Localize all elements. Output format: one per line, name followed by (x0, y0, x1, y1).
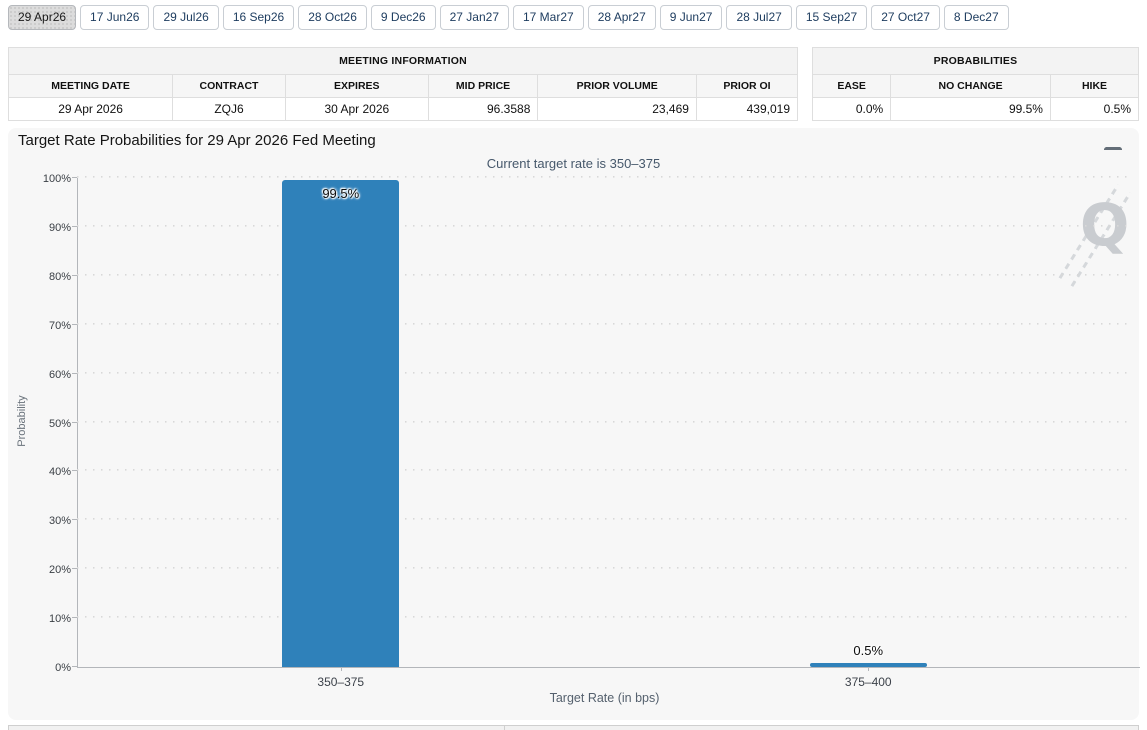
y-axis-tick (72, 568, 77, 570)
meeting-information-table: MEETING INFORMATION MEETING DATE CONTRAC… (7, 47, 799, 121)
y-axis-tick-label: 70% (48, 319, 71, 332)
y-axis-tick-label: 80% (48, 270, 71, 283)
x-axis-tick (340, 667, 342, 671)
meeting-date-tab[interactable]: 29 Jul26 (153, 5, 219, 30)
hamburger-menu-icon[interactable] (1103, 136, 1123, 152)
meeting-date-tab[interactable]: 17 Jun26 (80, 5, 150, 30)
target-rate-chart-panel: Target Rate Probabilities for 29 Apr 202… (8, 128, 1140, 720)
meeting-date-tab[interactable]: 28 Apr27 (587, 5, 656, 30)
x-axis-category-label: 350–375 (317, 675, 365, 689)
prior-volume-value: 23,469 (537, 97, 697, 121)
table-row: 29 Apr 2026 ZQJ6 30 Apr 2026 96.3588 23,… (7, 97, 799, 121)
y-axis-tick-label: 90% (48, 221, 71, 234)
y-axis-tick (72, 177, 77, 178)
meeting-date-tab[interactable]: 27 Jan27 (439, 5, 509, 30)
y-axis-tick-label: 20% (48, 564, 71, 577)
ease-probability-value: 0.0% (811, 97, 892, 121)
mid-price-value: 96.3588 (427, 97, 539, 121)
y-axis-tick-label: 50% (48, 417, 71, 430)
gridline (77, 420, 1132, 423)
column-header-prior-volume: PRIOR VOLUME (537, 74, 697, 98)
column-header-prior-oi: PRIOR OI (695, 74, 799, 98)
bar-value-label: 0.5% (853, 643, 884, 658)
column-header-no-change: NO CHANGE (890, 74, 1051, 98)
hike-probability-value: 0.5% (1049, 97, 1140, 121)
y-axis-tick-label: 10% (48, 613, 71, 626)
bar-value-label: 99.5% (322, 186, 360, 202)
meeting-date-tab[interactable]: 9 Jun27 (659, 5, 723, 30)
chart-title: Target Rate Probabilities for 29 Apr 202… (18, 132, 376, 149)
meeting-date-tab[interactable]: 17 Mar27 (513, 5, 584, 30)
chart-subtitle: Current target rate is 350–375 (486, 156, 661, 171)
plot-area: 0% 10% 20% 30% 40% 50% 60% 70% 80% 90% 100% 99.5% 35… (43, 173, 1140, 689)
probabilities-caption: PROBABILITIES (812, 47, 1139, 75)
meeting-date-tab[interactable]: 29 Apr26 (8, 5, 77, 30)
gridline (77, 176, 1132, 178)
column-header-expires: EXPIRES (284, 74, 429, 98)
contract-value: ZQJ6 (172, 97, 286, 121)
x-axis-category-label: 375–400 (844, 675, 892, 689)
no-change-probability-value: 99.5% (890, 97, 1051, 121)
y-axis-line (77, 178, 78, 668)
y-axis-tick (72, 519, 77, 521)
gridline (77, 616, 1132, 619)
meeting-date-tab[interactable]: 9 Dec26 (370, 5, 436, 30)
x-axis-title: Target Rate (in bps) (549, 691, 660, 705)
y-axis-tick-label: 60% (48, 368, 71, 381)
meeting-date-tab[interactable]: 16 Sep26 (222, 5, 295, 30)
column-header-meeting-date: MEETING DATE (7, 74, 174, 98)
meeting-date-tab[interactable]: 28 Oct26 (298, 5, 367, 30)
gridline (77, 567, 1132, 570)
gridline (77, 469, 1132, 472)
column-header-contract: CONTRACT (172, 74, 286, 98)
column-header-mid-price: MID PRICE (427, 74, 539, 98)
next-table-column-divider (504, 726, 505, 730)
gridline (77, 322, 1132, 325)
probability-bar[interactable] (809, 663, 927, 667)
gridline (77, 224, 1132, 227)
expires-value: 30 Apr 2026 (284, 97, 429, 121)
column-header-ease: EASE (811, 74, 892, 98)
y-axis-tick (72, 225, 77, 227)
x-axis-tick (868, 667, 870, 671)
y-axis-tick-label: 30% (48, 515, 71, 528)
gridline (77, 371, 1132, 374)
meeting-information-caption: MEETING INFORMATION (8, 47, 798, 75)
y-axis-tick (72, 470, 77, 472)
y-axis-tick-label: 0% (55, 662, 71, 674)
meeting-date-tab[interactable]: 8 Dec27 (943, 5, 1009, 30)
meeting-date-tab[interactable]: 15 Sep27 (795, 5, 868, 30)
y-axis-tick (72, 666, 77, 667)
gridline (77, 518, 1132, 521)
y-axis-tick (72, 421, 77, 423)
x-axis-line (77, 667, 1140, 668)
probabilities-table: PROBABILITIES EASE NO CHANGE HIKE 0.0% 9… (811, 47, 1140, 121)
y-axis-tick (72, 323, 77, 325)
y-axis-tick-label: 40% (48, 466, 71, 479)
prior-oi-value: 439,019 (695, 97, 799, 121)
gridline (77, 273, 1132, 276)
y-axis-tick-label: 100% (42, 173, 71, 185)
y-axis-tick (72, 372, 77, 374)
probability-bar[interactable] (282, 180, 400, 667)
meeting-date-tab[interactable]: 28 Jul27 (726, 5, 792, 30)
table-row: 0.0% 99.5% 0.5% (811, 97, 1140, 121)
meeting-date-tabbar: 29 Apr26 17 Jun26 29 Jul26 16 Sep26 28 Oct26… (8, 5, 1009, 30)
y-axis-tick (72, 617, 77, 619)
next-table-top-edge (8, 725, 1139, 730)
y-axis-tick (72, 274, 77, 276)
column-header-hike: HIKE (1049, 74, 1140, 98)
meeting-date-value: 29 Apr 2026 (7, 97, 174, 121)
meeting-date-tab[interactable]: 27 Oct27 (871, 5, 940, 30)
